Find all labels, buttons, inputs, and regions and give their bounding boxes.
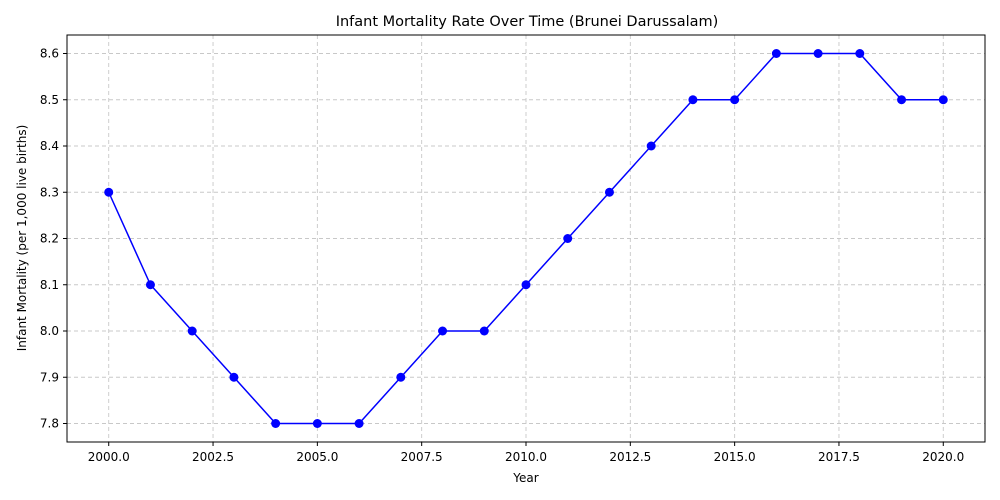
y-axis: 7.8 7.9 8.0 8.1 8.2 8.3 8.4 8.5 8.6 [40,47,67,431]
y-tick-label: 8.0 [40,324,59,338]
x-tick-label: 2002.5 [192,450,234,464]
chart-title: Infant Mortality Rate Over Time (Brunei … [336,14,719,30]
x-tick-label: 2012.5 [609,450,651,464]
x-tick-label: 2005.0 [296,450,338,464]
x-axis: 2000.0 2002.5 2005.0 2007.5 2010.0 2012.5 2015… [88,442,964,464]
data-point [271,419,281,428]
x-tick-label: 2017.5 [818,450,860,464]
data-point [771,49,781,58]
x-axis-title: Year [512,471,538,485]
data-point [563,234,573,243]
data-point [145,280,155,290]
x-tick-label: 2020.0 [922,450,964,464]
y-axis-title: Infant Mortality (per 1,000 live births) [15,125,29,352]
y-tick-label: 8.4 [40,139,59,153]
data-point [855,49,865,58]
series-layer [104,49,948,428]
data-point [438,326,448,336]
x-tick-label: 2010.0 [505,450,547,464]
grid [67,35,985,442]
x-tick-label: 2007.5 [401,450,443,464]
data-point [104,187,114,197]
data-point [813,49,823,58]
data-point [312,419,322,428]
data-point [604,187,614,197]
data-point [521,280,531,290]
y-tick-label: 8.6 [40,47,59,61]
data-point [396,372,406,382]
data-point [646,141,656,151]
data-point [354,419,364,428]
y-tick-label: 7.9 [40,370,59,384]
data-point [938,95,948,105]
data-point [479,326,489,336]
data-point [688,95,698,105]
data-point [187,326,197,336]
x-tick-label: 2000.0 [88,450,130,464]
y-tick-label: 8.2 [40,232,59,246]
y-tick-label: 8.3 [40,185,59,199]
data-point [730,95,740,105]
y-tick-label: 8.5 [40,93,59,107]
y-tick-label: 8.1 [40,278,59,292]
data-point [897,95,907,105]
y-tick-label: 7.8 [40,417,59,431]
x-tick-label: 2015.0 [714,450,756,464]
data-point [229,372,239,382]
